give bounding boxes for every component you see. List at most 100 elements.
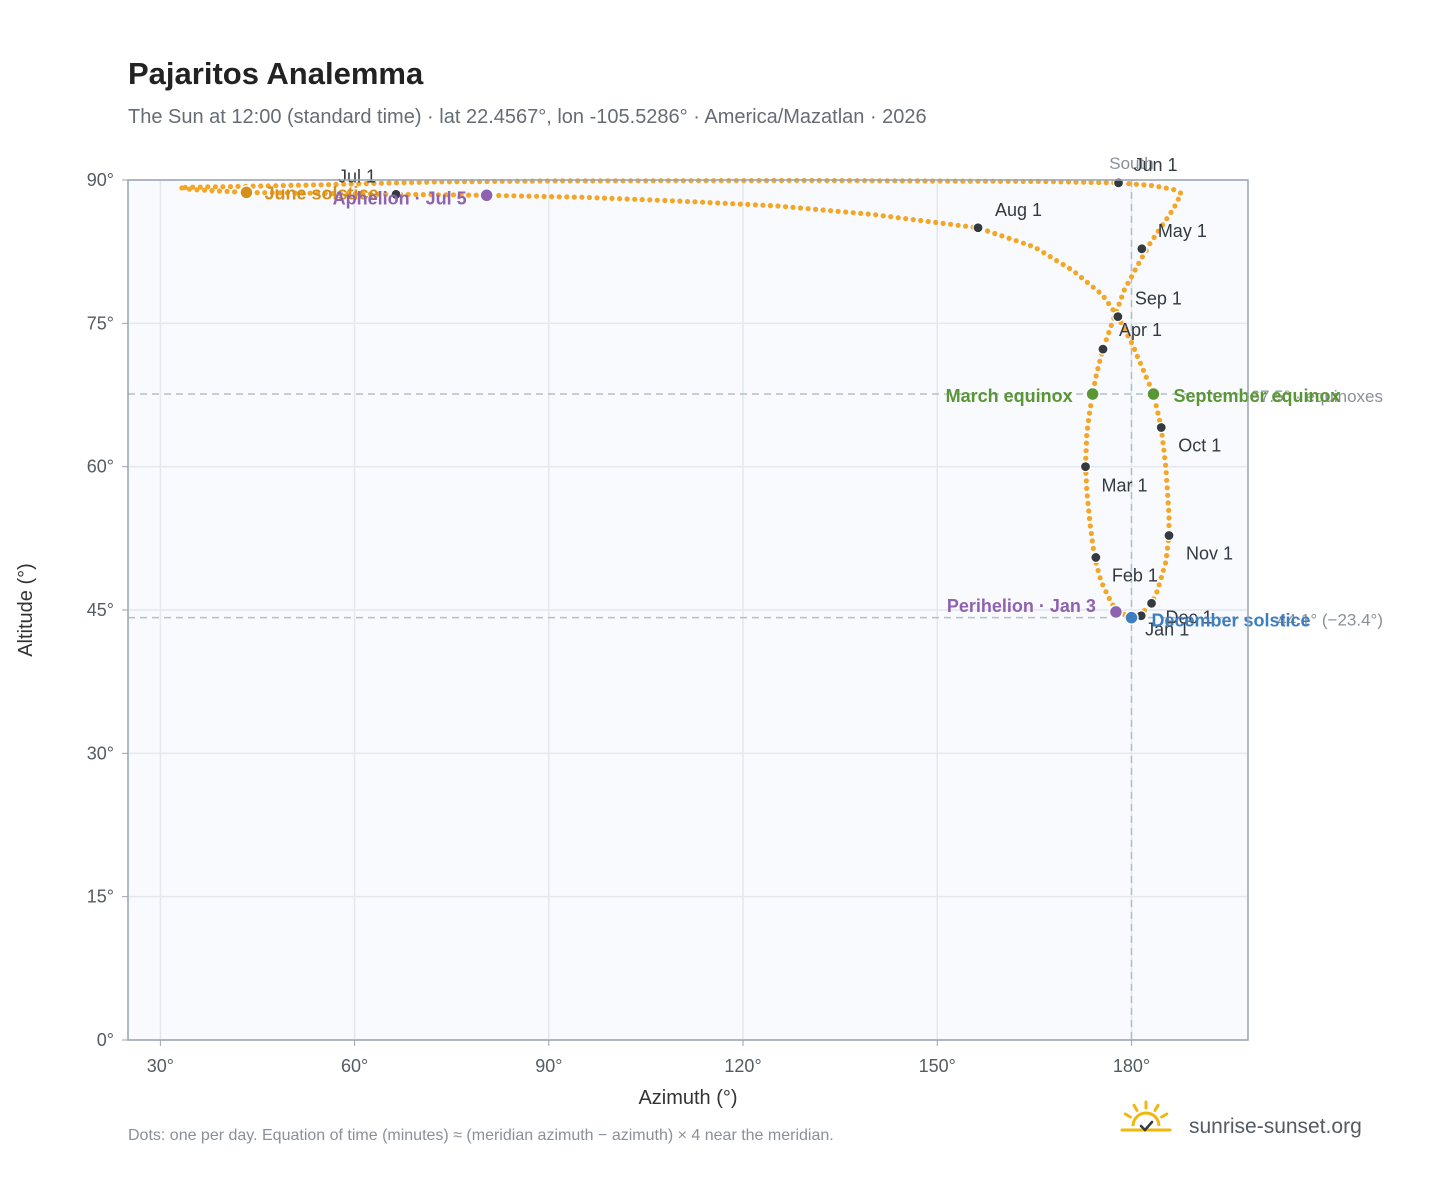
- daily-dot: [352, 191, 358, 197]
- daily-dot: [930, 178, 936, 184]
- daily-dot: [790, 204, 796, 210]
- daily-dot: [737, 201, 743, 207]
- south-reference-label: South: [1109, 154, 1153, 173]
- daily-dot: [865, 211, 871, 217]
- daily-dot: [895, 215, 901, 221]
- event-marker: [1085, 386, 1100, 402]
- daily-dot: [1131, 346, 1138, 352]
- daily-dot: [549, 194, 555, 200]
- daily-dot: [590, 178, 596, 184]
- axis-ticks: 30° 60° 90° 120° 150° 180° 0° 15° 30° 45° 60° 75° 90…: [87, 170, 1150, 1076]
- daily-dot: [232, 189, 238, 195]
- daily-dot: [1086, 508, 1092, 514]
- daily-dot: [1166, 522, 1172, 529]
- month-marker: [1079, 461, 1092, 473]
- y-tick-label: 60°: [87, 457, 114, 477]
- daily-dot: [363, 181, 369, 187]
- daily-dot: [582, 178, 588, 184]
- daily-dot: [341, 181, 347, 187]
- daily-dot: [1110, 307, 1116, 313]
- daily-dot: [922, 178, 928, 184]
- daily-dot: [269, 190, 275, 196]
- daily-dot: [1096, 179, 1102, 186]
- daily-dot: [575, 178, 581, 184]
- daily-dot: [612, 178, 619, 184]
- daily-dot: [227, 184, 234, 190]
- daily-dot: [914, 178, 921, 184]
- daily-dot: [1143, 374, 1149, 380]
- y-axis-label: Altitude (°): [15, 563, 37, 657]
- daily-dot: [1153, 403, 1159, 409]
- daily-dot: [393, 180, 400, 186]
- daily-dot: [1161, 447, 1167, 453]
- month-marker: [390, 188, 402, 200]
- daily-dot: [367, 191, 374, 197]
- daily-dot: [1125, 280, 1131, 286]
- daily-dot: [692, 199, 698, 205]
- daily-dot: [1166, 515, 1172, 521]
- daily-dot: [752, 202, 759, 208]
- daily-dot: [797, 205, 804, 211]
- daily-dot: [401, 180, 407, 186]
- daily-dot: [820, 207, 826, 213]
- daily-dot: [571, 194, 577, 200]
- y-tick-label: 15°: [87, 887, 114, 907]
- daily-dot: [277, 190, 283, 196]
- daily-dot: [647, 197, 653, 203]
- daily-dot: [1165, 492, 1171, 498]
- daily-dot: [386, 180, 392, 186]
- daily-dot: [1121, 287, 1127, 293]
- daily-dot: [1148, 182, 1154, 189]
- month-marker: [1163, 529, 1175, 542]
- daily-dot: [1136, 260, 1142, 266]
- daily-dot: [650, 178, 656, 184]
- daily-dot: [473, 192, 479, 198]
- brand-logo[interactable]: sunrise-sunset.org: [1120, 1100, 1362, 1138]
- daily-dot: [684, 198, 691, 205]
- daily-dot: [850, 210, 856, 216]
- daily-dot: [1160, 440, 1166, 446]
- daily-dot: [450, 192, 457, 198]
- daily-dot: [1108, 322, 1114, 328]
- daily-dot: [1159, 432, 1165, 438]
- event-label: September equinox: [1173, 386, 1340, 406]
- daily-dot: [534, 193, 540, 199]
- daily-dot: [1165, 500, 1171, 506]
- event-marker: [479, 188, 494, 203]
- daily-dot: [1073, 179, 1079, 185]
- daily-dot: [1097, 358, 1103, 364]
- daily-dot: [1087, 523, 1093, 529]
- daily-dot: [1154, 589, 1160, 595]
- daily-dot: [918, 217, 924, 224]
- daily-dot: [250, 183, 256, 189]
- daily-dot: [1164, 477, 1170, 483]
- page-subtitle: The Sun at 12:00 (standard time) · lat 2…: [128, 106, 927, 128]
- daily-dot: [1159, 222, 1166, 228]
- x-tick-label: 120°: [724, 1056, 761, 1076]
- daily-dot: [1088, 403, 1094, 409]
- daily-dot: [295, 182, 301, 188]
- daily-dot: [1103, 589, 1109, 595]
- daily-dot: [262, 190, 268, 196]
- daily-dot: [1086, 410, 1093, 416]
- daily-dot: [1162, 455, 1168, 461]
- event-label: December solstice: [1151, 611, 1310, 631]
- daily-dot: [1157, 417, 1163, 423]
- month-label: Dec 1: [1166, 607, 1213, 627]
- daily-dot: [609, 195, 615, 201]
- daily-dot: [1137, 360, 1143, 366]
- daily-dot: [843, 209, 849, 215]
- month-label: Jul 1: [338, 166, 376, 186]
- daily-dot: [1081, 179, 1087, 185]
- x-tick-label: 180°: [1113, 1056, 1150, 1076]
- daily-dot: [1054, 258, 1060, 264]
- daily-dot: [378, 180, 384, 186]
- daily-dot: [1177, 190, 1184, 196]
- y-tick-label: 45°: [87, 600, 114, 620]
- daily-dot: [1041, 250, 1047, 256]
- daily-dot: [677, 198, 683, 204]
- daily-dot: [722, 200, 728, 206]
- daily-dot: [1047, 254, 1053, 260]
- daily-dot: [643, 178, 649, 184]
- daily-dot: [707, 200, 713, 206]
